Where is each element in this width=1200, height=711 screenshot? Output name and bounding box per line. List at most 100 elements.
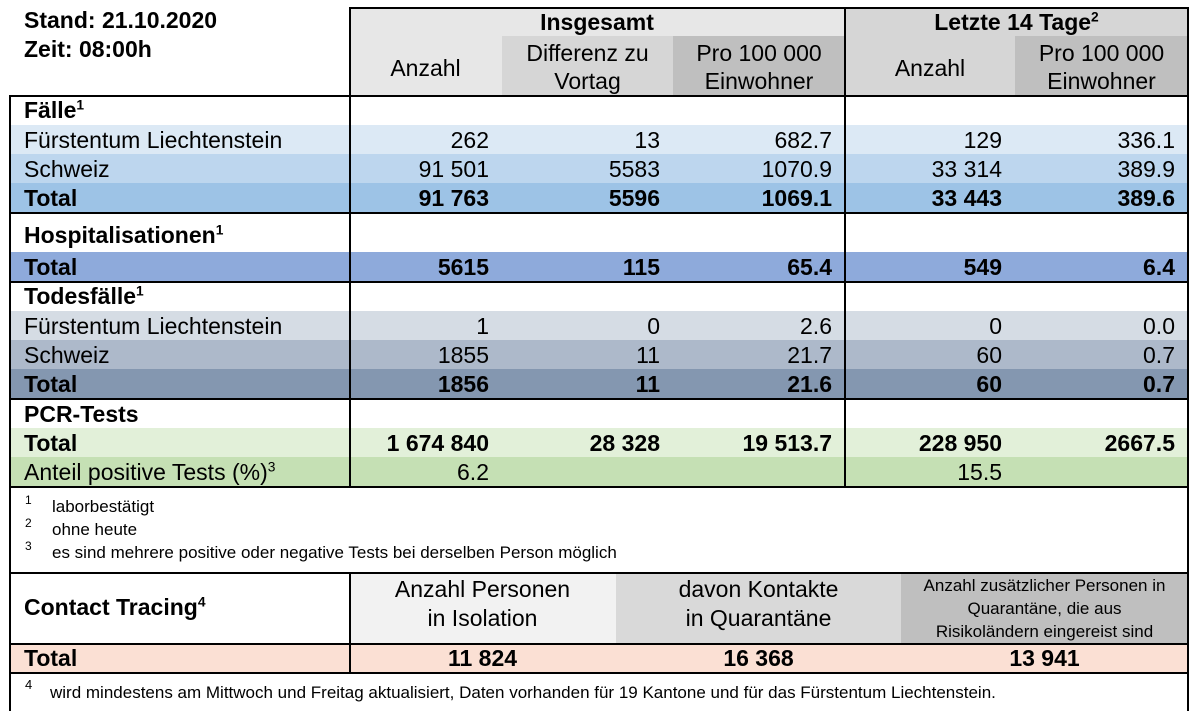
cell-pro14: 336.1 bbox=[1117, 127, 1175, 153]
cell-anzahl: 91 501 bbox=[418, 156, 489, 182]
faelle-row2-bg bbox=[10, 154, 1188, 183]
cell-diff: 13 bbox=[634, 127, 660, 153]
cell-pro14: 0.7 bbox=[1143, 371, 1175, 397]
cell-pro: 1070.9 bbox=[761, 156, 832, 182]
cell-diff: 5596 bbox=[608, 185, 660, 211]
contact-col1-header-line1: Anzahl Personen bbox=[394, 576, 571, 602]
letzte14-heading: Letzte 14 Tage2 bbox=[934, 9, 1099, 35]
faelle-section-title: Fälle1 bbox=[24, 97, 85, 123]
cell-pro: 21.7 bbox=[787, 342, 832, 368]
tod-row1-bg bbox=[10, 311, 1188, 340]
header-diff-bg bbox=[502, 36, 673, 96]
row-label: Schweiz bbox=[24, 342, 110, 368]
cell-pro: 65.4 bbox=[787, 254, 832, 280]
header-pro-bg bbox=[673, 36, 845, 96]
footnote-text: laborbestätigt bbox=[52, 497, 155, 516]
footnote-text: ohne heute bbox=[52, 520, 138, 539]
cell-anzahl14: 0 bbox=[989, 313, 1002, 339]
cell-anzahl: 91 763 bbox=[418, 185, 489, 211]
cell-pro14: 389.6 bbox=[1117, 185, 1175, 211]
faelle-total-bg bbox=[10, 183, 1188, 212]
cell-anzahl14: 228 950 bbox=[918, 430, 1002, 456]
row-label: Anteil positive Tests (%)3 bbox=[24, 459, 276, 485]
cell-anzahl: 1 674 840 bbox=[386, 430, 489, 456]
cell-anzahl14: 33 314 bbox=[931, 156, 1002, 182]
contact-col1-bg bbox=[349, 573, 616, 643]
faelle-row1-bg bbox=[10, 125, 1188, 154]
col-diff-header-line2: Vortag bbox=[554, 68, 621, 94]
cell-quarantaene: 16 368 bbox=[723, 645, 794, 671]
col-pro-header-line1: Pro 100 000 bbox=[696, 40, 822, 66]
cell-anteil14: 15.5 bbox=[957, 459, 1002, 485]
cell-anzahl14: 129 bbox=[963, 127, 1002, 153]
cell-pro14: 6.4 bbox=[1143, 254, 1175, 280]
contact-col2-header-line1: davon Kontakte bbox=[678, 576, 839, 602]
cell-diff: 11 bbox=[636, 342, 660, 368]
cell-pro14: 0.7 bbox=[1143, 342, 1175, 368]
tod-total-bg bbox=[10, 369, 1188, 398]
contact-total-bg bbox=[10, 644, 1188, 672]
cell-diff: 115 bbox=[622, 254, 660, 280]
row-label: Total bbox=[24, 254, 78, 280]
tod-section-title: Todesfälle1 bbox=[24, 283, 144, 309]
row-label: Total bbox=[24, 371, 78, 397]
cell-anzahl14: 549 bbox=[963, 254, 1002, 280]
footnote-text: wird mindestens am Mittwoch und Freitag … bbox=[50, 683, 996, 702]
row-label: Fürstentum Liechtenstein bbox=[24, 313, 283, 339]
col-anzahl-header: Anzahl bbox=[390, 55, 461, 81]
hosp-total-bg bbox=[10, 252, 1188, 281]
cell-diff: 0 bbox=[647, 313, 660, 339]
cell-pro: 1069.1 bbox=[761, 185, 832, 211]
zeit-label: Zeit: 08:00h bbox=[24, 36, 152, 62]
cell-anzahl: 5615 bbox=[437, 254, 489, 280]
row-label: Schweiz bbox=[24, 156, 110, 182]
header-anzahl14-bg bbox=[845, 36, 1015, 96]
col-pro-header-line2: Einwohner bbox=[704, 68, 814, 94]
cell-pro14: 0.0 bbox=[1143, 313, 1175, 339]
col-diff-header-line1: Differenz zu bbox=[526, 40, 649, 66]
footnote-number: 3 bbox=[25, 539, 32, 553]
contact-col3-header-line1: Anzahl zusätzlicher Personen in bbox=[923, 576, 1166, 595]
header-insgesamt-bg bbox=[349, 8, 845, 36]
cell-pro: 21.6 bbox=[787, 371, 832, 397]
pcr-total-bg bbox=[10, 428, 1188, 457]
footnote-number: 2 bbox=[25, 516, 32, 530]
cell-anteil: 6.2 bbox=[457, 459, 489, 485]
tod-row2-bg bbox=[10, 340, 1188, 369]
hosp-section-title: Hospitalisationen1 bbox=[24, 222, 224, 248]
cell-anzahl: 1855 bbox=[437, 342, 489, 368]
contact-col3-header-line2: Quarantäne, die aus bbox=[967, 599, 1122, 618]
pcr-anteil-bg bbox=[10, 457, 1188, 486]
insgesamt-heading: Insgesamt bbox=[540, 9, 654, 35]
cell-isolation: 11 824 bbox=[447, 645, 518, 671]
header-anzahl-bg bbox=[349, 36, 502, 96]
row-label: Total bbox=[24, 645, 78, 671]
cell-pro: 19 513.7 bbox=[742, 430, 832, 456]
cell-pro14: 389.9 bbox=[1117, 156, 1175, 182]
cell-diff: 11 bbox=[635, 371, 660, 397]
contact-col2-header-line2: in Quarantäne bbox=[685, 605, 832, 631]
footnote-text: es sind mehrere positive oder negative T… bbox=[52, 543, 617, 562]
cell-anzahl: 262 bbox=[450, 127, 489, 153]
cell-anzahl: 1 bbox=[476, 313, 489, 339]
col-anzahl14-header: Anzahl bbox=[894, 55, 966, 81]
cell-anzahl14: 60 bbox=[976, 371, 1002, 397]
cell-pro: 2.6 bbox=[800, 313, 832, 339]
contact-section-title: Contact Tracing4 bbox=[24, 594, 206, 620]
cell-diff: 5583 bbox=[608, 156, 660, 182]
cell-diff: 28 328 bbox=[589, 430, 660, 456]
contact-col2-bg bbox=[616, 573, 901, 643]
cell-pro: 682.7 bbox=[774, 127, 832, 153]
cell-pro14: 2667.5 bbox=[1104, 430, 1175, 456]
stand-label: Stand: 21.10.2020 bbox=[24, 7, 218, 33]
pcr-section-title: PCR-Tests bbox=[24, 401, 139, 427]
row-label: Total bbox=[24, 185, 78, 211]
header-pro14-bg bbox=[1015, 36, 1188, 96]
footnote-number: 4 bbox=[25, 677, 33, 692]
cell-anzahl: 1856 bbox=[437, 371, 489, 397]
cell-anzahl14: 60 bbox=[976, 342, 1002, 368]
contact-col3-bg bbox=[901, 573, 1188, 643]
contact-col3-header-line3: Risikoländern eingereist sind bbox=[935, 622, 1154, 641]
cell-risikolaender: 13 941 bbox=[1009, 645, 1080, 671]
